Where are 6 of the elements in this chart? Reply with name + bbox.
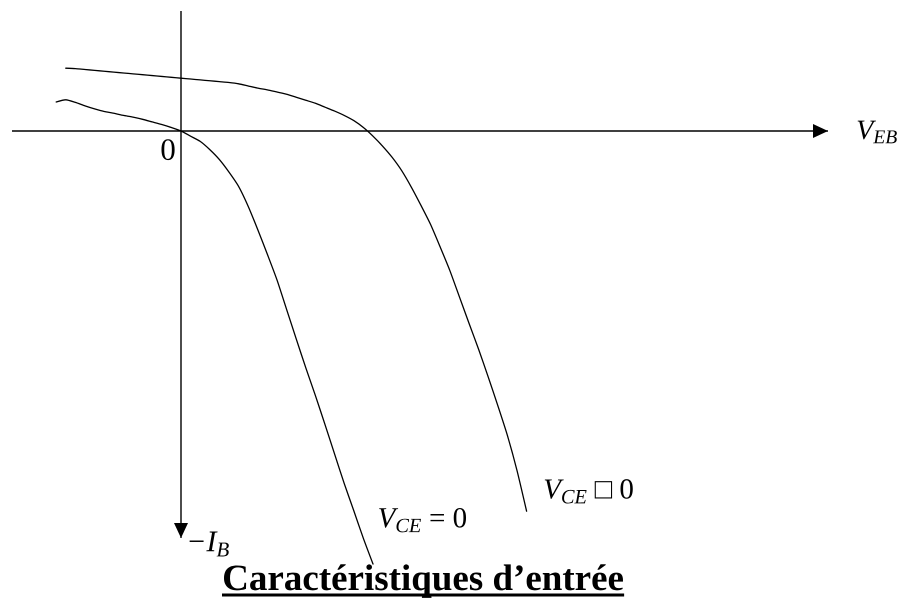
text: Caractéristiques d’entrée [224,564,623,598]
text: V$_{EB}$ [858,120,897,144]
annotation: 0 [161,139,175,160]
text: V$_{CE}$ = 0 [379,508,466,532]
text: V$_{CE}$ □ 0 [544,479,633,504]
y-axis-title: −I$_{B}$ [190,532,229,556]
